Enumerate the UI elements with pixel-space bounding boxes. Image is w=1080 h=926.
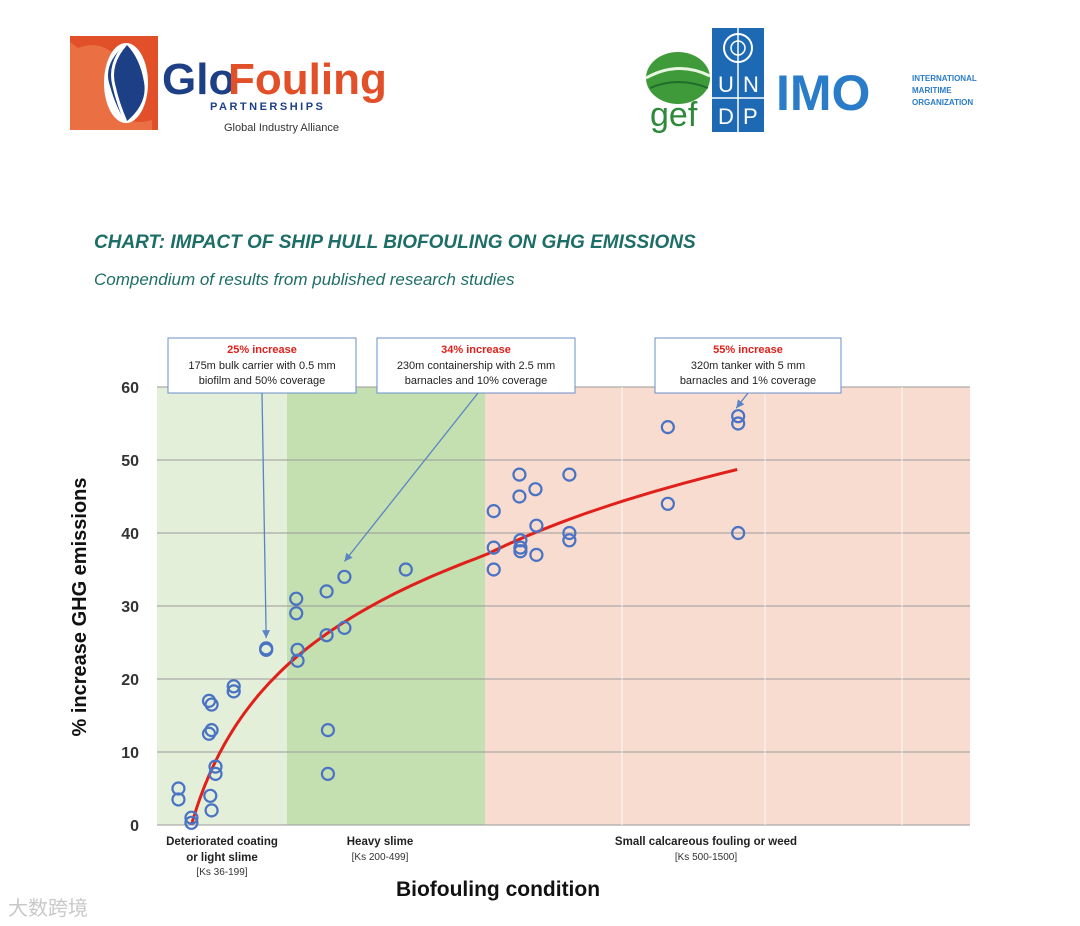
data-point (529, 518, 544, 533)
data-point (337, 569, 352, 584)
x-axis-label: Biofouling condition (396, 878, 600, 901)
chart-subtitle: Compendium of results from published res… (94, 270, 515, 289)
imo-full-line-2: MARITIME (912, 86, 952, 95)
data-point (512, 467, 527, 482)
data-point (398, 562, 413, 577)
zone-label-3: Small calcareous fouling or weed (615, 836, 797, 848)
undp-logo: U N D P (712, 28, 764, 132)
data-point (171, 792, 186, 807)
data-point (731, 525, 746, 541)
zone-range-2: [Ks 200-499] (352, 852, 409, 863)
callout-box-2 (376, 337, 576, 394)
data-point (204, 722, 219, 738)
y-tick-label: 10 (121, 745, 139, 762)
callout-arrow-2 (343, 392, 479, 562)
imo-full-line-3: ORGANIZATION (912, 98, 973, 107)
glofouling-name-2: Fouling (228, 55, 387, 104)
data-point (528, 482, 543, 497)
data-point (204, 803, 219, 818)
zone-range-1: [Ks 36-199] (196, 867, 247, 878)
data-point (486, 540, 501, 555)
gef-text: gef (650, 96, 698, 134)
data-point (208, 759, 223, 774)
imo-full-line-1: INTERNATIONAL (912, 74, 977, 83)
y-tick-label: 50 (121, 453, 139, 470)
data-point (320, 722, 336, 738)
data-point (562, 533, 577, 548)
data-point (319, 628, 334, 643)
callout-line: 230m containership with 2.5 mm (397, 360, 555, 372)
undp-letter-p: P (743, 104, 758, 129)
data-point (320, 766, 336, 782)
callout-line: barnacles and 1% coverage (680, 375, 816, 387)
data-point (203, 788, 218, 803)
partner-logos: gef U N D P IMO INTERNATIONAL MARITIME O… (645, 28, 977, 134)
data-point (660, 420, 675, 435)
emissions-chart: 0 10 20 30 40 50 60 25% increase 175m bulk carri… (69, 337, 970, 901)
callout-arrowhead-2 (344, 552, 353, 562)
callout-box-3 (654, 337, 842, 394)
gef-logo: gef (645, 52, 711, 134)
data-point (319, 584, 334, 599)
callout-arrowhead-1 (262, 630, 271, 639)
data-point (259, 641, 274, 656)
y-tick-label: 0 (130, 818, 139, 835)
y-tick-label: 30 (121, 599, 139, 616)
data-point (731, 409, 746, 424)
data-point (529, 547, 544, 563)
y-tick-label: 20 (121, 672, 139, 689)
data-point (513, 544, 528, 559)
glofouling-alliance: Global Industry Alliance (224, 122, 339, 134)
callout-box-1 (167, 337, 357, 394)
data-point (731, 416, 746, 431)
chart-title: CHART: IMPACT OF SHIP HULL BIOFOULING ON… (94, 232, 696, 253)
gef-globe-icon (646, 52, 710, 104)
data-point (512, 489, 527, 504)
data-point (290, 653, 305, 668)
callout-title-2: 34% increase (441, 344, 511, 356)
data-point (226, 684, 241, 699)
imo-logo: IMO INTERNATIONAL MARITIME ORGANIZATION (776, 65, 977, 121)
trend-curve (189, 468, 738, 826)
callout-line: 175m bulk carrier with 0.5 mm (188, 360, 335, 372)
data-point (486, 504, 501, 519)
callout-line: barnacles and 10% coverage (405, 375, 547, 387)
callout-line: 320m tanker with 5 mm (691, 360, 805, 372)
y-tick-label: 40 (121, 526, 139, 543)
zone-label-1b: or light slime (186, 852, 258, 864)
data-point (660, 496, 675, 511)
watermark: 大数跨境 (8, 898, 88, 920)
data-point (289, 591, 304, 606)
glofouling-partnerships: PARTNERSHIPS (210, 101, 325, 113)
glofouling-logo: Glo Fouling PARTNERSHIPS Global Industry… (70, 36, 387, 134)
data-point (289, 606, 304, 621)
data-point (184, 810, 199, 825)
callout-title-1: 25% increase (227, 344, 297, 356)
zone-range-3: [Ks 500-1500] (675, 852, 737, 863)
data-point (562, 467, 577, 482)
data-point (486, 562, 501, 577)
zone-label-1: Deteriorated coating (166, 836, 278, 848)
data-point (337, 620, 352, 636)
zone-label-2: Heavy slime (347, 836, 414, 848)
data-point (226, 679, 241, 694)
imo-text: IMO (776, 65, 870, 121)
y-tick-label: 60 (121, 380, 139, 397)
data-point (204, 697, 219, 712)
undp-letter-n: N (743, 72, 759, 97)
y-axis-label: % increase GHG emissions (69, 477, 91, 736)
callout-line: biofilm and 50% coverage (199, 375, 326, 387)
undp-letter-d: D (718, 104, 734, 129)
glofouling-emblem-icon (70, 36, 158, 130)
data-point (208, 766, 223, 782)
glofouling-name-1: Glo (162, 55, 235, 104)
data-point (562, 525, 577, 541)
callout-arrowhead-3 (736, 399, 745, 409)
callout-title-3: 55% increase (713, 344, 783, 356)
data-point (184, 815, 199, 830)
callout-arrow-1 (261, 392, 267, 639)
undp-letter-u: U (718, 72, 734, 97)
